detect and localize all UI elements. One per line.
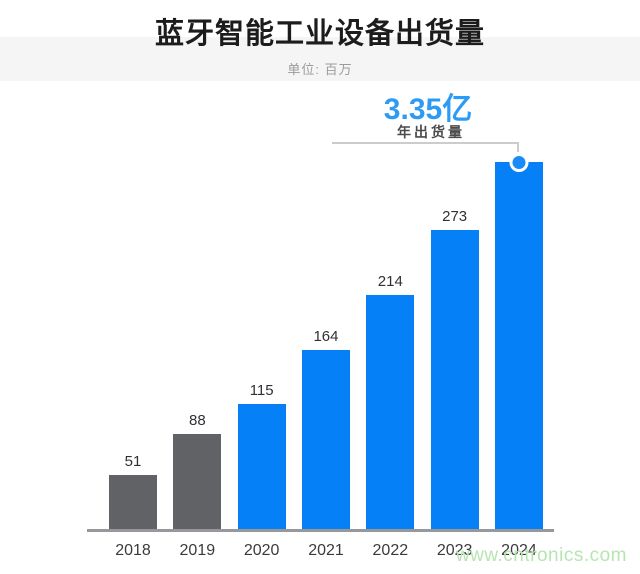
- bar-chart: 51 2018 88 2019 115 2020 164 2021 214 2022 273 2023…: [109, 153, 543, 559]
- bar-value-label: 51: [124, 453, 142, 470]
- bar-2020: 115 2020: [237, 382, 286, 559]
- bar-value-label: 115: [249, 382, 274, 399]
- bar-value-label: 273: [442, 208, 468, 225]
- x-axis-tick-label: 2021: [308, 542, 344, 559]
- bar-2018: 51 2018: [109, 453, 157, 559]
- x-axis-tick-label: 2020: [243, 542, 280, 559]
- x-axis-tick-label: 2022: [372, 542, 409, 559]
- x-axis-tick-label: 2023: [436, 542, 473, 559]
- bar-value-label: 88: [188, 412, 206, 429]
- bar-2021: 164 2021: [301, 328, 350, 559]
- highlight-circle-marker: [509, 153, 529, 172]
- annotation-leader-line: [332, 142, 519, 152]
- page-title: 蓝牙智能工业设备出货量: [154, 18, 485, 50]
- bar-2019: 88 2019: [173, 412, 222, 559]
- watermark-text: www.cntronics.com: [455, 545, 627, 566]
- bar-2023: 273 2023: [430, 208, 479, 559]
- x-axis-line: [87, 529, 554, 532]
- x-axis-tick-label: 2024: [501, 542, 537, 559]
- bar-2024: 2024: [494, 153, 543, 559]
- highlight-value: 3.35亿: [383, 93, 473, 126]
- x-axis-tick-label: 2018: [115, 542, 151, 559]
- x-axis-tick-label: 2019: [179, 542, 216, 559]
- header-band: [0, 37, 640, 81]
- bar-value-label: 214: [377, 273, 403, 290]
- page-subtitle: 单位: 百万: [287, 62, 353, 77]
- highlight-label: 年出货量: [397, 124, 465, 140]
- bar-2022: 214 2022: [366, 273, 415, 559]
- bar-value-label: 164: [313, 328, 339, 345]
